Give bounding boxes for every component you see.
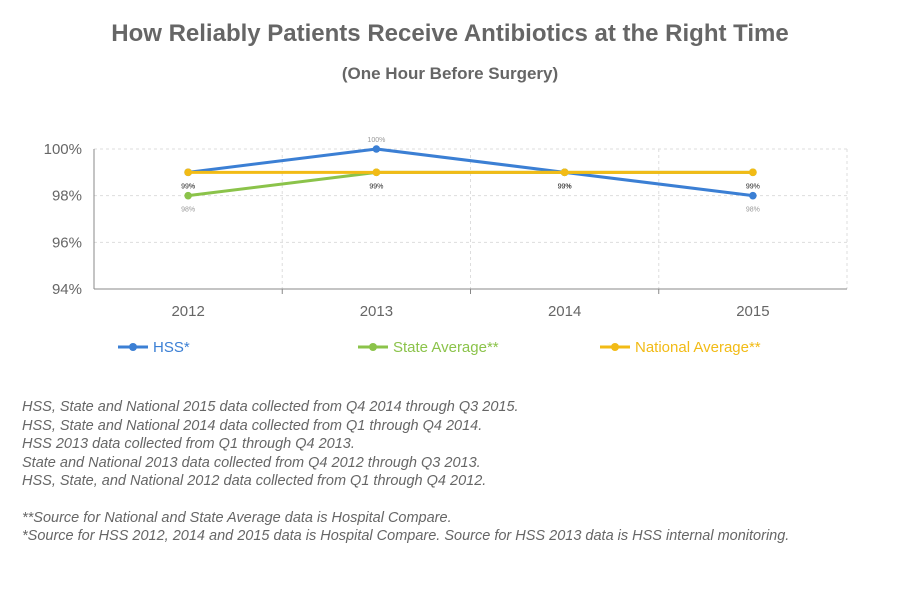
x-tick-label: 2014	[548, 303, 581, 320]
data-label: 99%	[181, 183, 195, 190]
x-tick-label: 2012	[171, 303, 204, 320]
legend-marker	[611, 343, 619, 351]
data-point	[372, 145, 381, 153]
y-tick-label: 100%	[44, 141, 82, 158]
chart-title: How Reliably Patients Receive Antibiotic…	[111, 20, 789, 47]
chart-subtitle: (One Hour Before Surgery)	[341, 64, 559, 83]
series-line	[187, 147, 754, 198]
data-label: 98%	[746, 207, 760, 214]
legend-label: State Average**	[393, 339, 499, 356]
data-label: 99%	[746, 183, 760, 190]
legend-label: HSS*	[153, 339, 190, 356]
data-label: 99%	[369, 183, 383, 190]
data-point	[749, 168, 757, 177]
data-label: 99%	[558, 183, 572, 190]
data-point	[749, 191, 757, 200]
note-line: HSS 2013 data collected from Q1 through …	[22, 436, 355, 452]
note-line: HSS, State and National 2015 data collec…	[22, 399, 519, 415]
note-line: HSS, State and National 2014 data collec…	[22, 417, 483, 434]
source-line: **Source for National and State Average …	[22, 509, 452, 526]
footnotes: HSS, State and National 2015 data collec…	[22, 398, 892, 546]
source-line: *Source for HSS 2012, 2014 and 2015 data…	[22, 528, 790, 544]
line-chart: 94% 96% 98% 100% 2012 2013 2014 2015 99% 100% 99% 9…	[44, 137, 848, 356]
note-line: State and National 2013 data collected f…	[22, 454, 481, 471]
data-label: 99%	[558, 183, 572, 190]
x-tick-label: 2013	[360, 303, 393, 320]
y-tick-label: 96%	[52, 234, 82, 251]
data-label: 100%	[367, 137, 385, 144]
x-tick-label: 2015	[736, 303, 769, 320]
data-label: 99%	[181, 183, 195, 190]
data-point	[560, 168, 569, 177]
note-line: HSS, State, and National 2012 data colle…	[22, 473, 487, 489]
data-point	[372, 168, 381, 177]
data-point	[184, 191, 192, 200]
data-point	[184, 168, 192, 177]
data-label: 99%	[369, 183, 383, 190]
legend-marker	[129, 343, 137, 351]
data-label: 99%	[558, 183, 572, 190]
y-tick-label: 98%	[52, 188, 82, 205]
data-label: 98%	[181, 207, 195, 214]
legend-label: National Average**	[635, 339, 761, 356]
legend-marker	[369, 343, 377, 351]
data-label: 99%	[746, 183, 760, 190]
y-tick-label: 94%	[52, 281, 82, 298]
